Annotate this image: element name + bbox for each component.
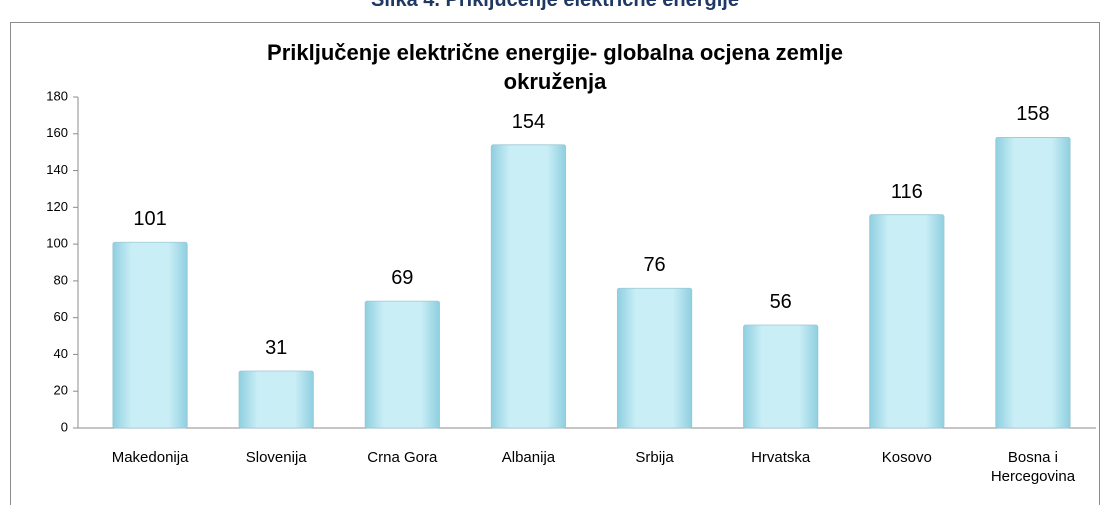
- data-label: 154: [511, 110, 546, 133]
- data-label: 31: [265, 336, 288, 359]
- bar: [869, 214, 945, 429]
- y-tick-label: 160: [46, 125, 68, 140]
- data-label: 101: [133, 208, 167, 231]
- y-tick-label: 40: [54, 346, 68, 361]
- data-label: 56: [769, 291, 792, 314]
- caption: Slika 4. Priključenje električne energij…: [371, 0, 739, 11]
- y-tick-label: 120: [46, 199, 68, 214]
- chart-frame: [10, 22, 1100, 505]
- chart-title: Priključenje električne energije- global…: [267, 40, 843, 94]
- bar: [743, 324, 819, 429]
- bar: [238, 370, 314, 429]
- data-label: 69: [391, 267, 414, 290]
- bar: [364, 300, 440, 429]
- x-tick-label: Kosovo: [881, 449, 932, 466]
- y-tick-label: 180: [46, 88, 68, 103]
- bar: [616, 287, 693, 429]
- x-tick-label: Hrvatska: [751, 449, 811, 466]
- x-tick-label: Makedonija: [111, 449, 189, 466]
- bar: [995, 137, 1071, 429]
- y-tick-label: 100: [46, 236, 68, 251]
- bar: [112, 241, 188, 429]
- bar: [490, 144, 567, 429]
- y-tick-label: 60: [54, 309, 68, 324]
- x-tick-label: Srbija: [635, 449, 674, 466]
- data-label: 116: [890, 180, 923, 203]
- y-tick-label: 140: [46, 162, 68, 177]
- x-tick-label: Slovenija: [245, 449, 307, 466]
- y-tick-label: 0: [61, 419, 68, 434]
- x-tick-label: Bosna i Hercegovina: [990, 449, 1076, 485]
- data-label: 158: [1016, 103, 1050, 126]
- y-tick-label: 80: [54, 272, 68, 287]
- x-tick-label: Crna Gora: [367, 449, 438, 466]
- y-tick-label: 20: [54, 383, 68, 398]
- data-label: 76: [643, 254, 666, 277]
- x-tick-label: Albanija: [501, 449, 556, 466]
